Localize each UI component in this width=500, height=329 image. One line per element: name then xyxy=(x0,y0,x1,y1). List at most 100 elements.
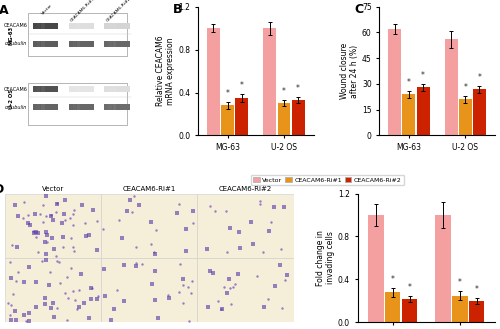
Bar xyxy=(37,104,40,110)
Bar xyxy=(221,105,234,136)
Point xyxy=(283,273,291,278)
Point xyxy=(14,269,22,275)
Text: *: * xyxy=(474,285,478,294)
Point xyxy=(36,212,44,217)
Point xyxy=(204,304,212,309)
Point xyxy=(276,263,284,268)
Point xyxy=(278,305,286,311)
Point xyxy=(30,230,38,236)
Bar xyxy=(68,86,72,92)
Point xyxy=(146,219,154,224)
Bar xyxy=(104,104,108,110)
Point xyxy=(256,198,264,204)
Bar xyxy=(33,41,58,47)
Point xyxy=(39,202,47,208)
Point xyxy=(66,236,74,241)
Point xyxy=(49,301,57,306)
Point xyxy=(120,262,128,267)
Point xyxy=(61,218,69,223)
Text: C: C xyxy=(354,3,363,16)
Bar xyxy=(33,23,58,29)
Point xyxy=(110,306,118,312)
Bar xyxy=(33,86,58,92)
Point xyxy=(218,306,226,312)
Bar xyxy=(402,94,415,136)
Bar xyxy=(198,258,294,322)
Point xyxy=(41,301,49,307)
Point xyxy=(231,282,239,287)
Bar xyxy=(108,86,112,92)
Bar xyxy=(68,104,94,110)
Point xyxy=(122,209,130,214)
Bar xyxy=(235,98,248,136)
Point xyxy=(8,317,16,322)
Point xyxy=(68,289,76,294)
Point xyxy=(82,233,90,238)
Point xyxy=(190,220,198,226)
Point xyxy=(80,220,88,225)
Point xyxy=(276,246,284,251)
Point xyxy=(60,212,68,217)
Point xyxy=(6,260,14,265)
Point xyxy=(42,258,50,263)
Bar xyxy=(445,39,458,136)
Point xyxy=(34,249,42,254)
Bar xyxy=(33,41,36,47)
Text: *: * xyxy=(391,275,394,284)
Point xyxy=(75,304,83,309)
Point xyxy=(188,278,196,283)
Point xyxy=(42,193,50,198)
Point xyxy=(42,213,50,218)
Text: CEACAM6-Ri#2: CEACAM6-Ri#2 xyxy=(105,0,132,22)
Bar xyxy=(207,28,220,136)
Point xyxy=(58,220,66,225)
Text: CEACAM6-Ri#2: CEACAM6-Ri#2 xyxy=(219,186,272,192)
Point xyxy=(77,271,85,276)
Point xyxy=(14,245,22,250)
Point xyxy=(8,302,16,307)
Bar xyxy=(77,104,80,110)
Point xyxy=(88,286,96,291)
Point xyxy=(60,197,68,203)
Point xyxy=(8,242,16,247)
Point xyxy=(59,245,67,250)
Point xyxy=(42,251,50,257)
Bar xyxy=(68,104,72,110)
Point xyxy=(175,201,183,206)
Point xyxy=(32,235,40,240)
Point xyxy=(56,259,64,265)
Bar xyxy=(112,86,116,92)
Point xyxy=(179,283,187,288)
Bar xyxy=(33,104,36,110)
Point xyxy=(234,271,242,276)
Text: α-Tubulin: α-Tubulin xyxy=(5,41,28,46)
Point xyxy=(46,269,54,275)
Point xyxy=(22,318,30,323)
Bar xyxy=(402,299,417,322)
Point xyxy=(206,268,214,273)
Point xyxy=(62,275,70,280)
Point xyxy=(148,281,156,287)
Point xyxy=(266,219,274,224)
Point xyxy=(48,235,56,240)
Bar xyxy=(77,23,80,29)
Point xyxy=(236,230,244,235)
Point xyxy=(52,210,60,215)
Point xyxy=(112,288,120,293)
Point xyxy=(54,200,62,206)
Point xyxy=(14,214,22,219)
Point xyxy=(40,219,48,224)
Text: CEACAM6: CEACAM6 xyxy=(4,87,28,91)
Bar xyxy=(73,23,76,29)
Point xyxy=(120,298,128,303)
Text: D: D xyxy=(0,183,4,196)
Point xyxy=(43,239,51,244)
Bar xyxy=(42,23,44,29)
Point xyxy=(184,285,192,290)
Text: *: * xyxy=(282,87,286,96)
Point xyxy=(164,293,172,298)
Point xyxy=(52,306,60,311)
Point xyxy=(52,253,60,258)
Y-axis label: Relative CEACAM6
mRNA expression: Relative CEACAM6 mRNA expression xyxy=(156,36,176,106)
Bar xyxy=(104,41,130,47)
